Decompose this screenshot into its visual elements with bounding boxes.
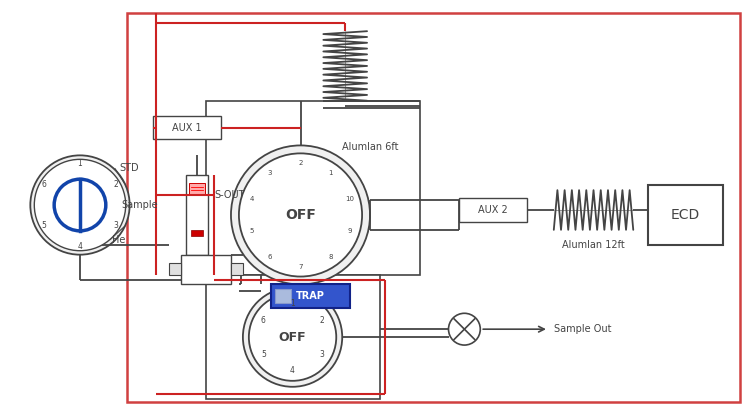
Circle shape	[34, 159, 126, 251]
Bar	[274, 289, 290, 303]
Bar	[189, 183, 206, 195]
Bar	[154, 116, 221, 139]
Text: S-OUT: S-OUT	[214, 190, 244, 200]
Circle shape	[30, 155, 130, 255]
Circle shape	[54, 179, 106, 231]
Text: 2: 2	[114, 180, 118, 189]
Text: STD: STD	[120, 163, 140, 173]
Text: AUX 1: AUX 1	[172, 122, 202, 132]
Text: Sample Out: Sample Out	[554, 324, 611, 334]
Text: 1: 1	[77, 159, 82, 168]
Bar	[206, 275, 380, 399]
Text: 5: 5	[41, 221, 46, 230]
Text: 1: 1	[290, 299, 295, 308]
Bar	[231, 263, 243, 275]
Text: 5: 5	[261, 349, 266, 359]
Circle shape	[239, 154, 362, 276]
Circle shape	[243, 288, 342, 387]
Text: 6: 6	[268, 254, 272, 260]
Text: OFF: OFF	[279, 331, 306, 344]
Text: TRAP: TRAP	[296, 291, 325, 301]
Text: AUX 2: AUX 2	[478, 205, 508, 215]
Bar	[170, 263, 182, 275]
Text: 3: 3	[320, 349, 324, 359]
Bar	[127, 13, 740, 402]
Circle shape	[249, 293, 336, 381]
Text: 5: 5	[249, 228, 254, 234]
Text: 10: 10	[345, 196, 354, 202]
Text: 3: 3	[268, 170, 272, 176]
Bar	[271, 284, 350, 308]
Bar	[182, 255, 231, 284]
Text: 8: 8	[328, 254, 333, 260]
Bar	[206, 101, 420, 275]
Text: Sample: Sample	[122, 200, 158, 210]
Bar	[191, 230, 203, 236]
Bar	[648, 185, 723, 245]
Text: OFF: OFF	[285, 208, 316, 222]
Text: 6: 6	[261, 316, 266, 325]
Text: Alumlan 12ft: Alumlan 12ft	[562, 240, 625, 250]
Bar	[186, 175, 208, 255]
Circle shape	[448, 313, 480, 345]
Text: 7: 7	[298, 264, 303, 270]
Text: Alumlan 6ft: Alumlan 6ft	[342, 142, 398, 152]
Text: 4: 4	[249, 196, 254, 202]
Circle shape	[231, 145, 370, 284]
Text: 4: 4	[77, 242, 82, 251]
Text: 9: 9	[347, 228, 352, 234]
Text: 6: 6	[41, 180, 46, 189]
Text: ECD: ECD	[670, 208, 700, 222]
Text: He: He	[112, 235, 125, 245]
Text: 2: 2	[298, 160, 303, 166]
Bar	[460, 198, 527, 222]
Text: 4: 4	[290, 366, 295, 376]
Text: 2: 2	[320, 316, 324, 325]
Text: 1: 1	[328, 170, 333, 176]
Text: 3: 3	[114, 221, 118, 230]
